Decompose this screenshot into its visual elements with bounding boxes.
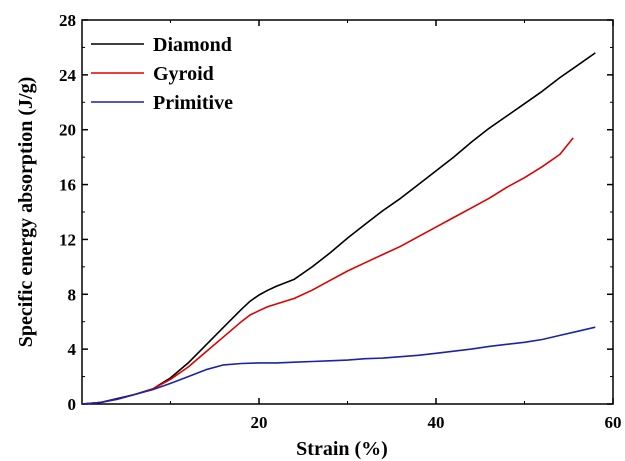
y-tick-label: 16 xyxy=(59,176,76,195)
y-tick-label: 12 xyxy=(59,230,76,249)
y-axis: 0 4 8 12 16 20 24 28 xyxy=(59,11,613,414)
y-tick-label: 8 xyxy=(68,285,77,304)
series-line-primitive xyxy=(81,326,596,405)
series-lines xyxy=(81,52,596,405)
y-tick-label: 28 xyxy=(59,11,76,30)
x-tick-label: 20 xyxy=(251,413,268,432)
legend: Diamond Gyroid Primitive xyxy=(91,34,233,114)
y-tick-label: 0 xyxy=(68,395,77,414)
series-line-gyroid xyxy=(81,137,574,405)
x-tick-label: 60 xyxy=(605,413,622,432)
y-tick-label: 4 xyxy=(68,340,77,359)
x-tick-label: 40 xyxy=(428,413,445,432)
y-tick-label: 20 xyxy=(59,121,76,140)
y-tick-label: 24 xyxy=(59,66,77,85)
series-line-diamond xyxy=(81,52,596,405)
legend-label-primitive: Primitive xyxy=(153,92,233,114)
x-axis-title: Strain (%) xyxy=(296,438,388,460)
x-axis: 20 40 60 xyxy=(170,20,622,432)
legend-label-diamond: Diamond xyxy=(153,34,232,56)
legend-label-gyroid: Gyroid xyxy=(153,63,214,85)
y-axis-title: Specific energy absorption (J/g) xyxy=(15,77,37,348)
